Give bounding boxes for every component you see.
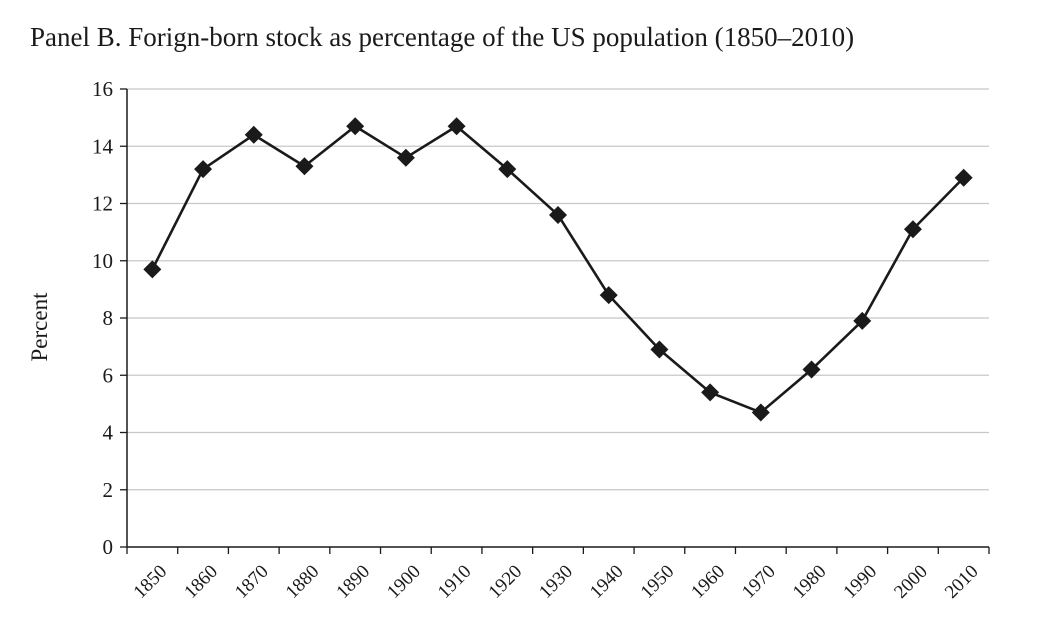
y-tick-label: 2 [103,478,114,502]
data-point-marker [194,160,213,179]
x-tick-label: 1900 [383,561,425,603]
x-tick-label: 1950 [637,561,679,603]
x-tick-label: 1910 [434,561,476,603]
x-tick-label: 1980 [789,561,831,603]
y-axis-label: Percent [27,292,52,362]
series-line [151,124,965,414]
gridlines [127,88,989,491]
x-tick-label: 2000 [890,561,932,603]
x-tick-label: 1890 [332,561,374,603]
data-point-marker [853,311,872,330]
data-point-marker [396,148,415,167]
chart-title: Panel B. Forign-born stock as percentage… [30,22,855,52]
y-tick-label: 8 [103,306,114,330]
y-tick-label: 0 [103,535,114,559]
data-point-marker [954,168,973,187]
x-tick-label: 1880 [282,561,324,603]
data-point-marker [447,117,466,136]
data-point-marker [751,403,770,422]
x-tick-label: 2010 [941,561,983,603]
data-point-marker [244,125,263,144]
data-point-marker [549,205,567,224]
data-point-marker [903,220,922,239]
data-point-marker [599,286,618,305]
series-group [143,117,973,422]
x-tick-label: 1930 [535,561,577,603]
y-tick-label: 12 [92,192,113,216]
x-axis-ticks: 1850 1860 1870 1880 1890 1900 1910 1920 1930 1940… [126,547,990,603]
y-tick-label: 10 [92,249,113,273]
data-point-marker [346,117,365,136]
data-point-marker [498,160,517,179]
y-tick-label: 16 [92,77,113,101]
data-point-marker [650,340,669,359]
x-tick-label: 1870 [231,561,273,603]
y-tick-label: 14 [92,134,114,158]
x-tick-label: 1990 [839,561,881,603]
x-tick-label: 1850 [130,561,172,603]
y-tick-label: 4 [103,421,114,445]
y-tick-label: 6 [103,363,114,387]
data-point-marker [295,157,314,176]
y-axis-ticks: 0 2 4 6 8 10 12 14 16 [92,77,127,559]
data-point-marker [802,360,821,379]
x-tick-label: 1960 [687,561,729,603]
x-tick-label: 1940 [586,561,628,603]
x-tick-label: 1970 [738,561,780,603]
x-tick-label: 1920 [485,561,527,603]
data-point-marker [701,383,720,402]
x-tick-label: 1860 [180,561,222,603]
data-point-marker [143,260,162,279]
